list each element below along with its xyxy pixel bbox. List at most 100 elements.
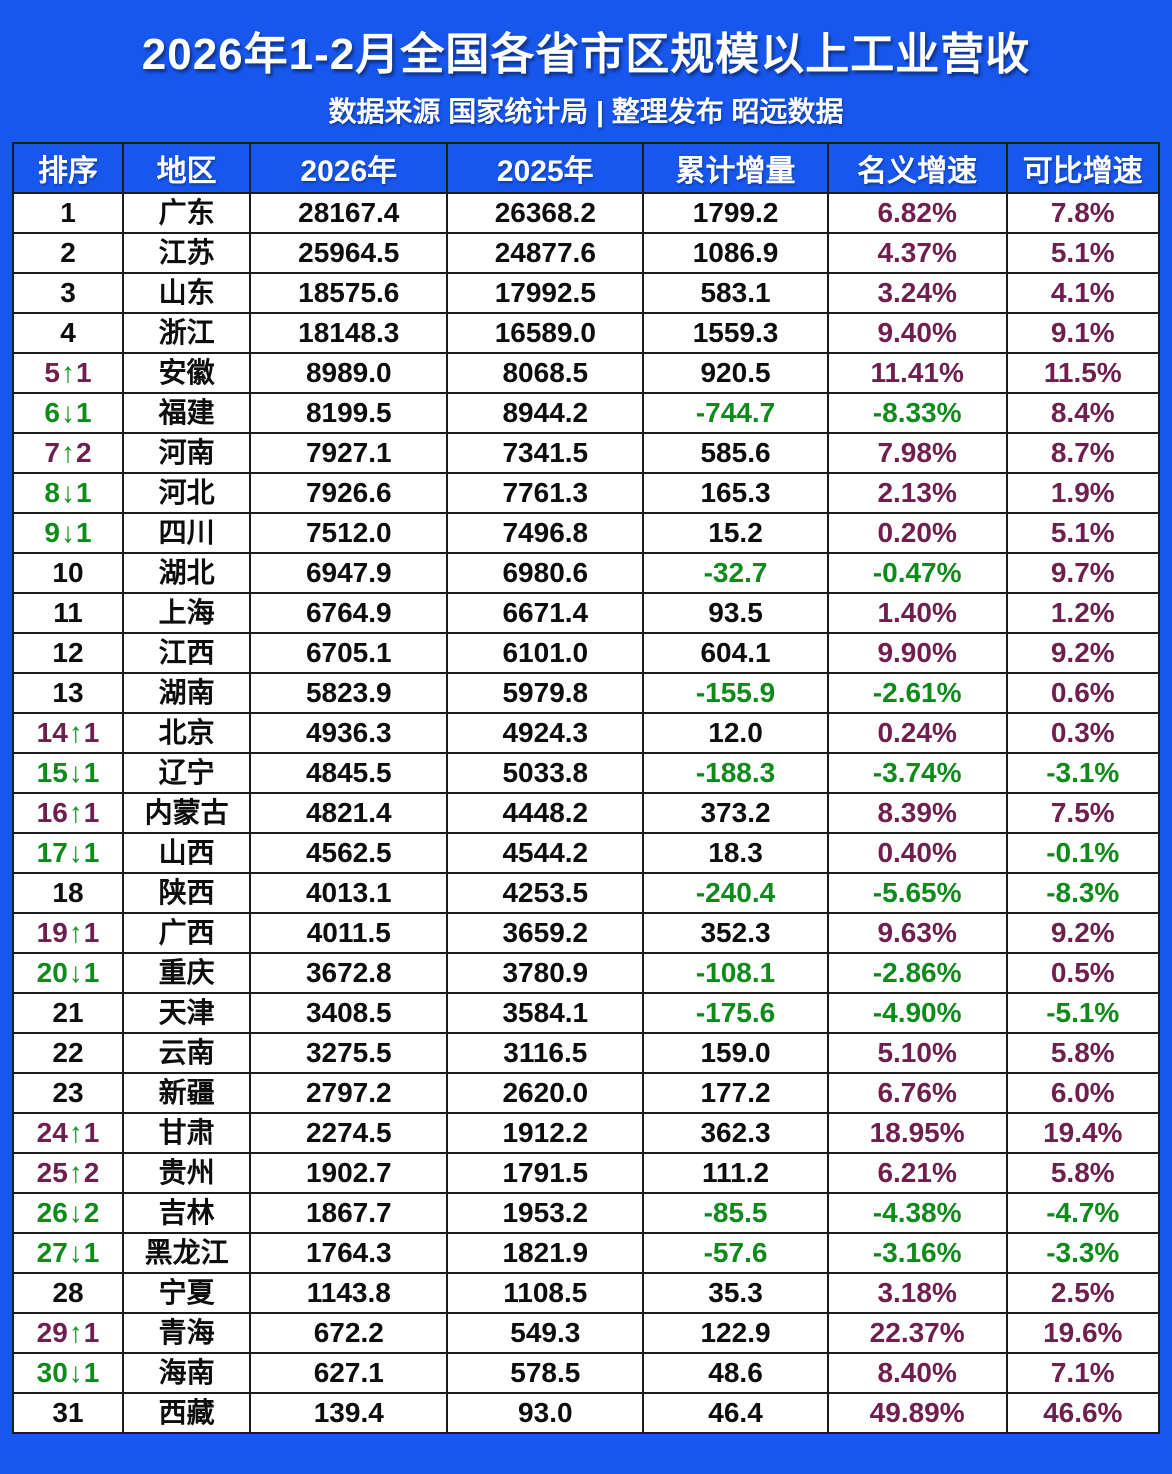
rank-down-arrow-icon: ↓ [68,836,83,868]
delta-cell: 12.0 [642,712,829,754]
value-2025-cell: 549.3 [446,1312,645,1354]
rank-number: 28 [52,1276,84,1308]
table-row: 29↑1 青海 672.2 549.3 122.9 22.37% 19.6% [11,1312,1161,1354]
table-row: 17↓1 山西 4562.5 4544.2 18.3 0.40% -0.1% [11,832,1161,874]
rank-down-arrow-icon: ↓ [68,1236,83,1268]
value-2025-cell: 6101.0 [446,632,645,674]
rank-cell: 21 [11,992,125,1034]
nominal-growth-cell: -3.74% [826,752,1008,794]
comparable-growth-cell: -4.7% [1005,1192,1161,1234]
table-row: 6↓1 福建 8199.5 8944.2 -744.7 -8.33% 8.4% [11,392,1161,434]
region-cell: 内蒙古 [122,792,252,834]
rank-number: 10 [52,556,84,588]
rank-change: 1 [83,716,100,748]
comparable-growth-cell: 8.7% [1005,432,1161,474]
delta-cell: 177.2 [642,1072,829,1114]
delta-cell: 352.3 [642,912,829,954]
nominal-growth-cell: 22.37% [826,1312,1008,1354]
region-cell: 河南 [122,432,252,474]
table-row: 5↑1 安徽 8989.0 8068.5 920.5 11.41% 11.5% [11,352,1161,394]
rank-cell: 15↓1 [11,752,125,794]
delta-cell: 15.2 [642,512,829,554]
rank-change: 1 [83,1236,100,1268]
table-row: 22 云南 3275.5 3116.5 159.0 5.10% 5.8% [11,1032,1161,1074]
rank-cell: 30↓1 [11,1352,125,1394]
rank-up-arrow-icon: ↑ [61,436,75,468]
comparable-growth-cell: 9.7% [1005,552,1161,594]
delta-cell: 122.9 [642,1312,829,1354]
rank-number: 2 [60,236,76,268]
page-title: 2026年1-2月全国各省市区规模以上工业营收 [141,30,1031,79]
value-2026-cell: 139.4 [249,1392,449,1434]
comparable-growth-cell: 2.5% [1005,1272,1161,1314]
rank-number: 14 [36,716,68,748]
value-2026-cell: 7926.6 [249,472,449,514]
comparable-growth-cell: 8.4% [1005,392,1161,434]
rank-up-arrow-icon: ↑ [61,356,75,388]
rank-cell: 23 [11,1072,125,1114]
value-2025-cell: 578.5 [446,1352,645,1394]
table-row: 24↑1 甘肃 2274.5 1912.2 362.3 18.95% 19.4% [11,1112,1161,1154]
delta-cell: 585.6 [642,432,829,474]
delta-cell: 1086.9 [642,232,829,274]
rank-change: 1 [83,916,100,948]
region-cell: 贵州 [122,1152,252,1194]
nominal-growth-cell: 6.21% [826,1152,1008,1194]
region-cell: 陕西 [122,872,252,914]
rank-change: 1 [83,1116,100,1148]
rank-change: 1 [76,516,92,548]
rank-number: 15 [36,756,68,788]
rank-down-arrow-icon: ↓ [61,396,75,428]
nominal-growth-cell: 7.98% [826,432,1008,474]
nominal-growth-cell: 1.40% [826,592,1008,634]
table-row: 10 湖北 6947.9 6980.6 -32.7 -0.47% 9.7% [11,552,1161,594]
comparable-growth-cell: 0.3% [1005,712,1161,754]
comparable-growth-cell: 11.5% [1005,352,1161,394]
region-cell: 湖南 [122,672,252,714]
rank-cell: 20↓1 [11,952,125,994]
nominal-growth-cell: -4.90% [826,992,1008,1034]
value-2026-cell: 4821.4 [249,792,449,834]
rank-change: 2 [76,436,92,468]
delta-cell: 48.6 [642,1352,829,1394]
rank-cell: 16↑1 [11,792,125,834]
rank-number: 31 [52,1396,84,1428]
table-row: 1 广东 28167.4 26368.2 1799.2 6.82% 7.8% [11,192,1161,234]
rank-cell: 6↓1 [11,392,125,434]
rank-cell: 8↓1 [11,472,125,514]
nominal-growth-cell: 4.37% [826,232,1008,274]
nominal-growth-cell: 9.40% [826,312,1008,354]
value-2025-cell: 93.0 [446,1392,645,1434]
rank-change: 1 [76,476,92,508]
rank-cell: 10 [11,552,125,594]
table-row: 18 陕西 4013.1 4253.5 -240.4 -5.65% -8.3% [11,872,1161,914]
region-cell: 广西 [122,912,252,954]
rank-cell: 22 [11,1032,125,1074]
value-2025-cell: 1953.2 [446,1192,645,1234]
comparable-growth-cell: -8.3% [1005,872,1161,914]
value-2025-cell: 1108.5 [446,1272,645,1314]
rank-number: 27 [36,1236,68,1268]
comparable-growth-cell: 1.9% [1005,472,1161,514]
delta-cell: -57.6 [642,1232,829,1274]
delta-cell: 1799.2 [642,192,829,234]
table-row: 11 上海 6764.9 6671.4 93.5 1.40% 1.2% [11,592,1161,634]
comparable-growth-cell: 6.0% [1005,1072,1161,1114]
value-2026-cell: 28167.4 [249,192,449,234]
column-header-0: 排序 [11,142,125,194]
nominal-growth-cell: 9.90% [826,632,1008,674]
region-cell: 宁夏 [122,1272,252,1314]
rank-cell: 24↑1 [11,1112,125,1154]
region-cell: 甘肃 [122,1112,252,1154]
delta-cell: -240.4 [642,872,829,914]
value-2025-cell: 3780.9 [446,952,645,994]
comparable-growth-cell: 1.2% [1005,592,1161,634]
delta-cell: 373.2 [642,792,829,834]
rank-change: 2 [83,1156,100,1188]
rank-down-arrow-icon: ↓ [68,1196,83,1228]
rank-change: 1 [83,956,100,988]
nominal-growth-cell: -3.16% [826,1232,1008,1274]
value-2025-cell: 4253.5 [446,872,645,914]
region-cell: 辽宁 [122,752,252,794]
